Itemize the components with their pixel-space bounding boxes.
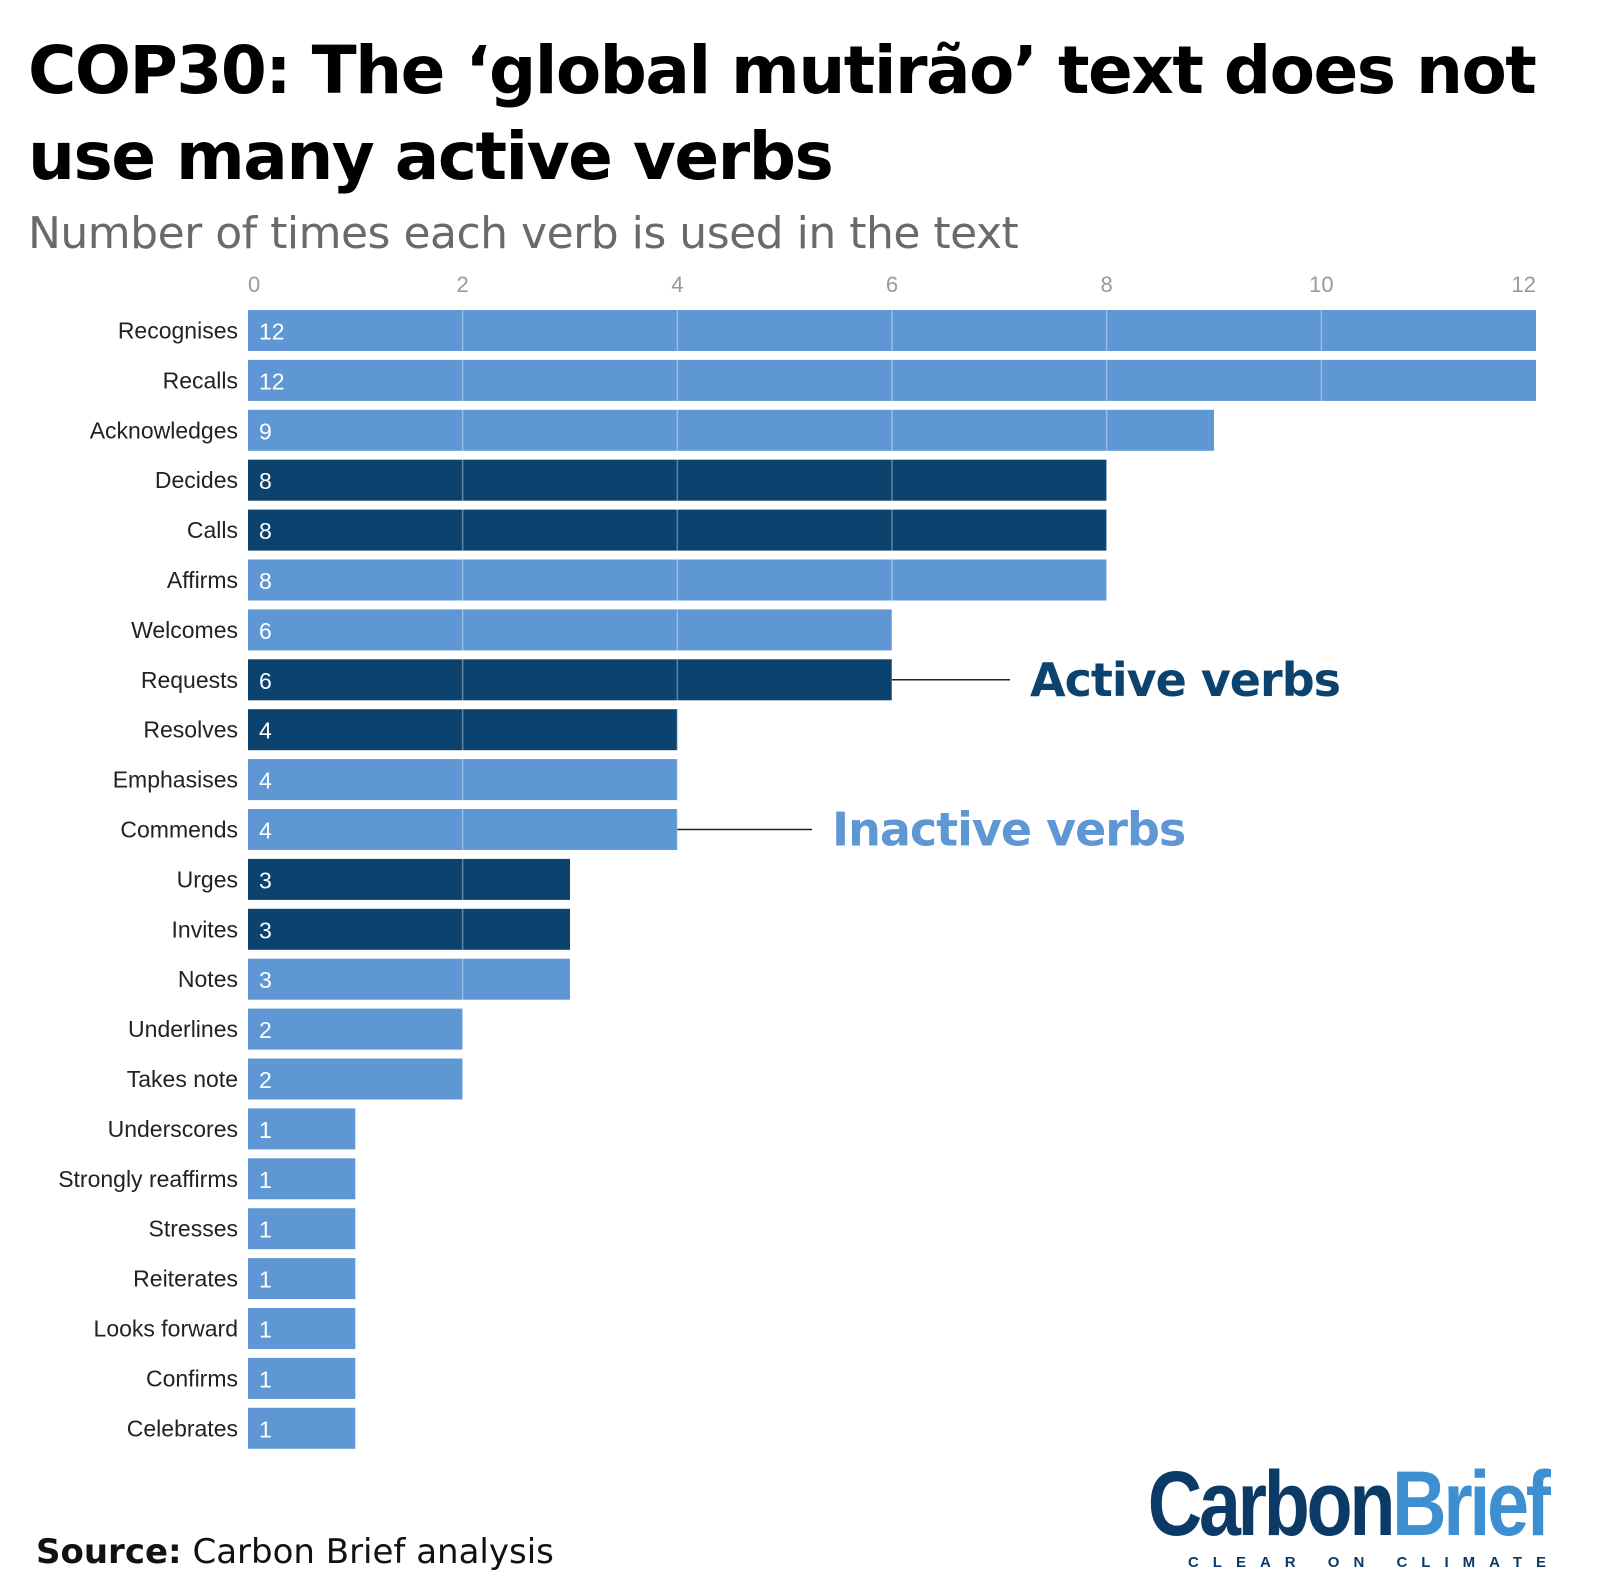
- logo-name-part2: Brief: [1392, 1453, 1552, 1555]
- bar-confirms: [248, 1357, 356, 1399]
- category-label: Acknowledges: [90, 417, 238, 443]
- category-label: Takes note: [127, 1066, 238, 1092]
- category-label: Commends: [120, 817, 238, 843]
- bar-notes: [248, 958, 570, 1000]
- x-tick-label: 12: [1512, 272, 1536, 297]
- bar-underscores: [248, 1108, 356, 1150]
- logo-wordmark: CarbonBrief: [1148, 1458, 1551, 1550]
- data-label: 1: [259, 1167, 272, 1193]
- bar-calls: [248, 509, 1107, 551]
- bar-requests: [248, 659, 892, 701]
- x-tick-label: 4: [671, 272, 683, 297]
- bar-acknowledges: [248, 409, 1214, 451]
- category-label: Underlines: [128, 1016, 238, 1042]
- bar-resolves: [248, 709, 678, 751]
- bar-reiterates: [248, 1258, 356, 1300]
- bar-underlines: [248, 1008, 463, 1050]
- category-label: Notes: [178, 966, 238, 992]
- annotation-active-verbs: Active verbs: [1030, 653, 1340, 707]
- source-label: Source:: [36, 1532, 182, 1572]
- category-label: Affirms: [167, 567, 238, 593]
- bar-takes-note: [248, 1058, 463, 1100]
- x-tick-label: 6: [886, 272, 898, 297]
- category-label: Looks forward: [94, 1316, 238, 1342]
- bar-decides: [248, 459, 1107, 501]
- x-tick-label: 2: [457, 272, 469, 297]
- data-label: 2: [259, 1067, 272, 1093]
- source-text: Carbon Brief analysis: [192, 1532, 554, 1572]
- bar-emphasises: [248, 759, 678, 801]
- data-label: 8: [259, 568, 272, 594]
- bar-looks-forward: [248, 1308, 356, 1349]
- data-label: 4: [259, 768, 272, 794]
- bar-recognises: [248, 310, 1536, 351]
- category-label: Urges: [177, 866, 238, 892]
- bar-recalls: [248, 359, 1536, 401]
- data-label: 3: [259, 917, 272, 943]
- data-label: 9: [259, 418, 272, 444]
- category-label: Welcomes: [131, 617, 238, 643]
- bar-stresses: [248, 1208, 356, 1250]
- bar-invites: [248, 908, 570, 950]
- x-tick-label: 0: [248, 272, 260, 297]
- bar-celebrates: [248, 1407, 356, 1449]
- category-label: Celebrates: [127, 1415, 238, 1441]
- category-label: Resolves: [143, 717, 238, 743]
- category-label: Strongly reaffirms: [58, 1166, 238, 1192]
- category-label: Requests: [141, 667, 238, 693]
- data-label: 1: [259, 1117, 272, 1143]
- logo-tagline: CLEAR ON CLIMATE: [1187, 1554, 1560, 1571]
- bar-commends: [248, 809, 678, 850]
- data-label: 4: [259, 718, 272, 744]
- category-label: Recognises: [118, 318, 238, 344]
- data-label: 1: [259, 1217, 272, 1243]
- chart-title: COP30: The ‘global mutirão’ text does no…: [28, 32, 1537, 195]
- category-label: Invites: [172, 916, 238, 942]
- data-label: 2: [259, 1017, 272, 1043]
- source-note: Source: Carbon Brief analysis: [36, 1532, 554, 1572]
- data-label: 1: [259, 1317, 272, 1343]
- bar-urges: [248, 858, 570, 900]
- category-label: Confirms: [146, 1365, 238, 1391]
- category-label: Stresses: [149, 1216, 238, 1242]
- bar-strongly-reaffirms: [248, 1158, 356, 1200]
- data-label: 8: [259, 518, 272, 544]
- data-label: 1: [259, 1416, 272, 1442]
- category-label: Emphasises: [113, 767, 238, 793]
- data-label: 6: [259, 618, 272, 644]
- category-label: Underscores: [108, 1116, 238, 1142]
- data-label: 4: [259, 818, 272, 844]
- category-label: Reiterates: [133, 1266, 238, 1292]
- data-label: 12: [259, 319, 285, 345]
- category-label: Recalls: [163, 367, 238, 393]
- x-tick-label: 8: [1101, 272, 1113, 297]
- category-label: Calls: [187, 517, 238, 543]
- data-label: 1: [259, 1267, 272, 1293]
- data-label: 1: [259, 1366, 272, 1392]
- bar-affirms: [248, 559, 1107, 601]
- data-label: 12: [259, 368, 285, 394]
- annotation-inactive-verbs: Inactive verbs: [832, 803, 1185, 857]
- logo-name-part1: Carbon: [1148, 1453, 1396, 1555]
- data-label: 3: [259, 867, 272, 893]
- chart-subtitle: Number of times each verb is used in the…: [28, 208, 1019, 259]
- carbon-brief-logo: CarbonBrief CLEAR ON CLIMATE: [1060, 1458, 1551, 1571]
- data-label: 6: [259, 668, 272, 694]
- bar-welcomes: [248, 609, 892, 651]
- data-label: 8: [259, 468, 272, 494]
- data-label: 3: [259, 967, 272, 993]
- category-label: Decides: [155, 467, 238, 493]
- x-tick-label: 10: [1309, 272, 1333, 297]
